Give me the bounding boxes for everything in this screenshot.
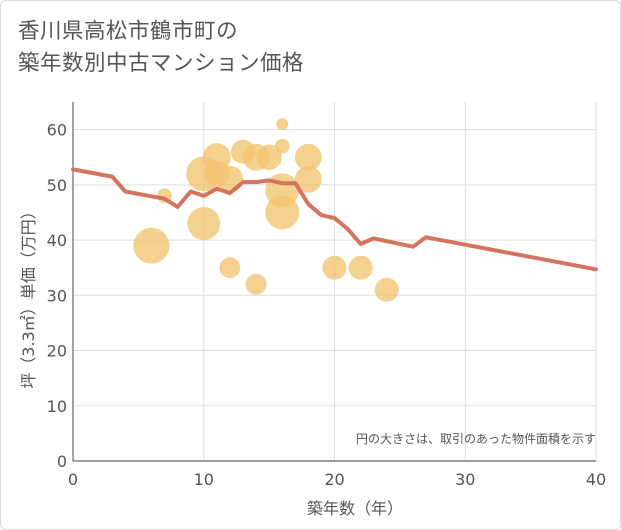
bubble-point <box>245 273 267 295</box>
x-axis-ticks: 0 10 20 30 40 <box>68 470 606 489</box>
bubble-point <box>348 255 373 280</box>
bubble-point <box>374 277 399 302</box>
y-tick-label: 30 <box>47 286 67 305</box>
x-tick-label: 40 <box>586 470 606 489</box>
bubble-point <box>265 195 300 230</box>
y-axis-ticks: 0 10 20 30 40 50 60 <box>47 121 67 471</box>
chart-title: 香川県高松市鶴市町の 築年数別中古マンション価格 <box>18 16 304 80</box>
y-tick-label: 0 <box>57 452 67 471</box>
bubble-point <box>256 144 282 170</box>
title-line-2: 築年数別中古マンション価格 <box>18 51 305 76</box>
bubble-point <box>294 165 322 193</box>
bubble-size-note: 円の大きさは、取引のあった物件面積を示す <box>356 431 596 446</box>
bubble-point <box>187 207 221 240</box>
x-tick-label: 30 <box>455 470 475 489</box>
bubble-point <box>219 257 241 279</box>
y-tick-label: 60 <box>47 121 67 140</box>
y-tick-label: 40 <box>47 231 67 250</box>
bubble-point <box>322 255 347 280</box>
grid-lines <box>72 102 597 462</box>
bubble-layer <box>133 118 399 302</box>
line-layer <box>71 167 598 272</box>
x-tick-label: 10 <box>194 470 214 489</box>
x-axis-title: 築年数（年） <box>307 499 403 518</box>
x-tick-label: 0 <box>68 470 78 489</box>
y-tick-label: 50 <box>47 176 67 195</box>
y-tick-label: 20 <box>47 342 67 361</box>
average-price-line <box>71 167 598 272</box>
y-tick-label: 10 <box>47 397 67 416</box>
bubble-point <box>274 138 290 154</box>
title-line-1: 香川県高松市鶴市町の <box>18 19 239 44</box>
bubble-point <box>133 227 170 264</box>
bubble-point <box>276 118 289 131</box>
bubble-point <box>294 143 322 171</box>
y-axis-title: 坪（3.3㎡）単価（万円） <box>19 203 38 388</box>
x-tick-label: 20 <box>324 470 344 489</box>
